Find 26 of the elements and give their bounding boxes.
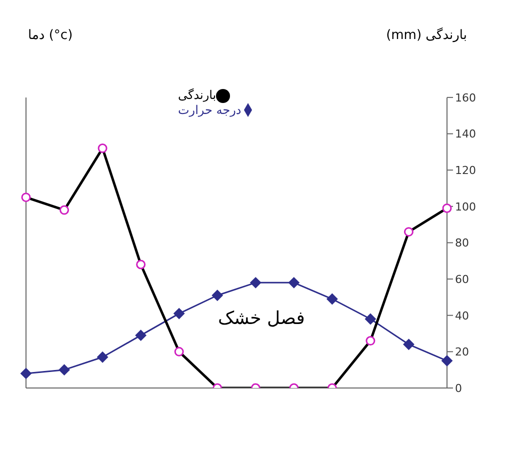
point bbox=[135, 330, 146, 341]
y-tick-label: 100 bbox=[455, 200, 476, 214]
y-tick-label: 140 bbox=[455, 128, 476, 141]
point bbox=[20, 368, 32, 379]
point bbox=[250, 277, 262, 288]
point bbox=[326, 294, 338, 305]
y2-axis-title: بارندگی (mm) bbox=[386, 28, 467, 43]
y-tick-label: 60 bbox=[455, 272, 469, 286]
point bbox=[288, 277, 300, 288]
point bbox=[364, 313, 376, 324]
y-tick-label: 20 bbox=[455, 346, 469, 359]
point bbox=[403, 338, 414, 350]
legend-label: درجه حرارت bbox=[178, 102, 242, 117]
annotation: فصل خشک bbox=[218, 308, 305, 329]
y-tick-label: 120 bbox=[455, 164, 476, 177]
point bbox=[97, 352, 108, 363]
y-tick-label: 160 bbox=[455, 91, 476, 104]
y-tick-label: 80 bbox=[455, 236, 469, 250]
y-axis-title: دما (°c) bbox=[28, 28, 73, 43]
y-tick-label: 40 bbox=[455, 309, 469, 322]
point bbox=[212, 290, 223, 301]
point bbox=[174, 308, 185, 320]
legend-label: بارندگی bbox=[178, 88, 216, 102]
y-tick-label: 0 bbox=[455, 382, 462, 395]
point bbox=[58, 364, 70, 376]
point bbox=[442, 355, 452, 366]
